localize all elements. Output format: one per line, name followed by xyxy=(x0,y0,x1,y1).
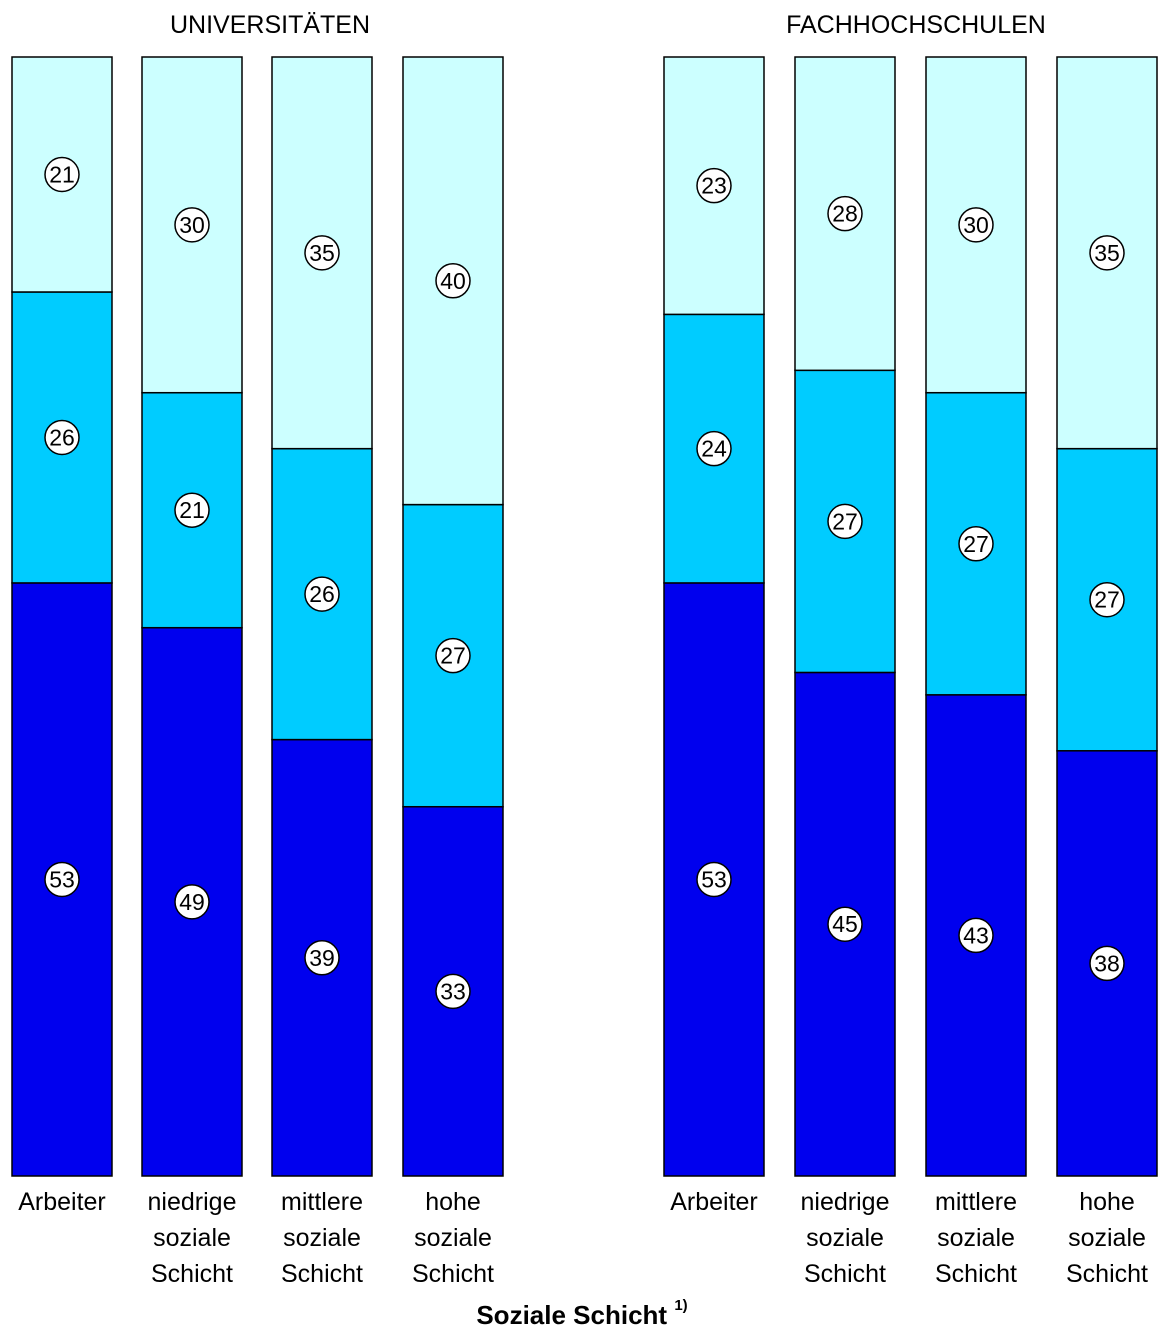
category-label: Schicht xyxy=(281,1260,363,1288)
category-label: soziale xyxy=(414,1224,492,1252)
category-label: Schicht xyxy=(1066,1260,1148,1288)
value-label-circle xyxy=(958,526,994,562)
category-label: Schicht xyxy=(151,1260,233,1288)
value-label-circle xyxy=(304,940,340,976)
value-label: 23 xyxy=(701,173,727,199)
category-label: soziale xyxy=(937,1224,1015,1252)
value-label-circle xyxy=(1089,235,1125,271)
value-label-circle xyxy=(174,207,210,243)
value-label-circle xyxy=(304,235,340,271)
value-label-circle xyxy=(44,861,80,898)
category-label: Arbeiter xyxy=(670,1188,758,1216)
value-label-circle xyxy=(827,195,863,232)
bar-segment xyxy=(402,805,504,1177)
value-label: 21 xyxy=(49,161,75,187)
value-label: 35 xyxy=(309,240,335,266)
value-label-circle xyxy=(827,906,863,942)
value-label: 43 xyxy=(963,922,989,948)
category-label: Schicht xyxy=(935,1260,1017,1288)
category-label: Schicht xyxy=(412,1260,494,1288)
value-label: 49 xyxy=(179,889,205,915)
value-label: 28 xyxy=(832,201,858,227)
value-label: 38 xyxy=(1094,950,1120,976)
value-label: 33 xyxy=(440,978,466,1004)
category-label: Arbeiter xyxy=(18,1188,106,1216)
category-label: mittlere xyxy=(281,1188,363,1216)
category-label: mittlere xyxy=(935,1188,1017,1216)
value-label: 40 xyxy=(440,268,466,294)
value-label-circle xyxy=(1089,581,1125,618)
value-label-circle xyxy=(958,917,994,954)
value-label-circle xyxy=(174,492,210,528)
stacked-bar-chart: UNIVERSITÄTEN 53 26 21 Arbeiter 49 21 30 niedrig… xyxy=(11,11,1158,1288)
value-label: 27 xyxy=(963,531,989,557)
value-label: 39 xyxy=(309,945,335,971)
value-label-circle xyxy=(435,263,471,299)
value-label: 27 xyxy=(832,508,858,534)
value-label-circle xyxy=(304,576,340,612)
value-label: 53 xyxy=(49,866,75,892)
value-label-circle xyxy=(44,156,80,193)
panel-title: UNIVERSITÄTEN xyxy=(170,11,370,39)
category-label: hohe xyxy=(425,1188,481,1216)
x-axis-title: Soziale Schicht 1) xyxy=(0,1297,1164,1331)
value-label-circle xyxy=(827,503,863,540)
value-label-circle xyxy=(696,167,732,204)
category-label: hohe xyxy=(1079,1188,1135,1216)
x-axis-title-text: Soziale Schicht xyxy=(476,1300,668,1330)
category-label: Schicht xyxy=(804,1260,886,1288)
value-label: 27 xyxy=(1094,587,1120,613)
value-label: 26 xyxy=(49,424,75,450)
value-label: 26 xyxy=(309,581,335,607)
category-label: soziale xyxy=(806,1224,884,1252)
value-label-circle xyxy=(435,637,471,674)
panel-title: FACHHOCHSCHULEN xyxy=(786,11,1046,39)
value-label: 30 xyxy=(963,212,989,238)
category-label: soziale xyxy=(283,1224,361,1252)
category-label: niedrige xyxy=(148,1188,237,1216)
value-label-circle xyxy=(958,207,994,243)
value-label: 45 xyxy=(832,911,858,937)
bar-segment xyxy=(1056,750,1158,1177)
category-label: soziale xyxy=(1068,1224,1146,1252)
value-label-circle xyxy=(696,430,732,467)
category-label: niedrige xyxy=(801,1188,890,1216)
value-label: 53 xyxy=(701,866,727,892)
value-label: 27 xyxy=(440,643,466,669)
category-label: soziale xyxy=(153,1224,231,1252)
value-label-circle xyxy=(696,861,732,898)
value-label: 21 xyxy=(179,497,205,523)
x-axis-footnote: 1) xyxy=(674,1297,688,1315)
value-label-circle xyxy=(44,419,80,456)
value-label: 30 xyxy=(179,212,205,238)
value-label: 24 xyxy=(701,436,727,462)
value-label-circle xyxy=(435,973,471,1010)
value-label: 35 xyxy=(1094,240,1120,266)
value-label-circle xyxy=(1089,945,1125,982)
value-label-circle xyxy=(174,884,210,920)
